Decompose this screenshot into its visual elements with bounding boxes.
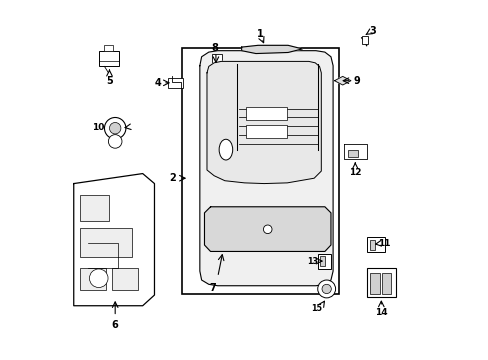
Circle shape <box>89 269 108 288</box>
Text: 3: 3 <box>368 26 375 36</box>
Text: 12: 12 <box>348 168 361 177</box>
Polygon shape <box>334 76 350 85</box>
Bar <box>168 78 183 88</box>
Bar <box>366 237 384 252</box>
Bar <box>369 273 379 294</box>
Text: 15: 15 <box>310 304 322 313</box>
Bar <box>366 268 395 297</box>
Bar <box>246 108 287 120</box>
Bar <box>99 51 119 66</box>
Bar <box>246 125 287 138</box>
Text: 13: 13 <box>306 257 317 266</box>
Text: 6: 6 <box>112 320 118 330</box>
Bar <box>320 256 324 266</box>
Bar <box>369 240 374 249</box>
Text: 7: 7 <box>208 283 215 293</box>
Bar <box>317 253 331 269</box>
Polygon shape <box>200 51 332 286</box>
Text: 1: 1 <box>257 28 264 39</box>
Text: 5: 5 <box>106 76 113 86</box>
Bar <box>112 268 138 290</box>
Text: 11: 11 <box>378 239 390 248</box>
Circle shape <box>109 122 121 134</box>
Bar <box>80 268 106 290</box>
Circle shape <box>104 117 125 139</box>
Circle shape <box>263 225 271 234</box>
Ellipse shape <box>219 139 232 160</box>
Polygon shape <box>241 45 302 54</box>
Text: 4: 4 <box>154 78 161 88</box>
Circle shape <box>108 135 122 148</box>
Polygon shape <box>74 174 154 306</box>
Polygon shape <box>343 144 366 159</box>
Text: 9: 9 <box>353 76 360 86</box>
Text: 14: 14 <box>374 308 387 317</box>
Circle shape <box>317 280 335 298</box>
Circle shape <box>322 284 331 294</box>
Polygon shape <box>204 207 330 251</box>
Text: 8: 8 <box>211 43 218 53</box>
Text: 10: 10 <box>92 123 104 132</box>
Bar <box>80 195 109 221</box>
Bar <box>80 228 132 257</box>
Text: 2: 2 <box>169 173 176 183</box>
Bar <box>347 150 357 157</box>
Bar <box>104 45 113 51</box>
Bar <box>381 273 390 294</box>
Bar <box>212 54 221 65</box>
Bar <box>362 36 367 44</box>
Bar <box>182 48 339 294</box>
Polygon shape <box>206 62 321 184</box>
